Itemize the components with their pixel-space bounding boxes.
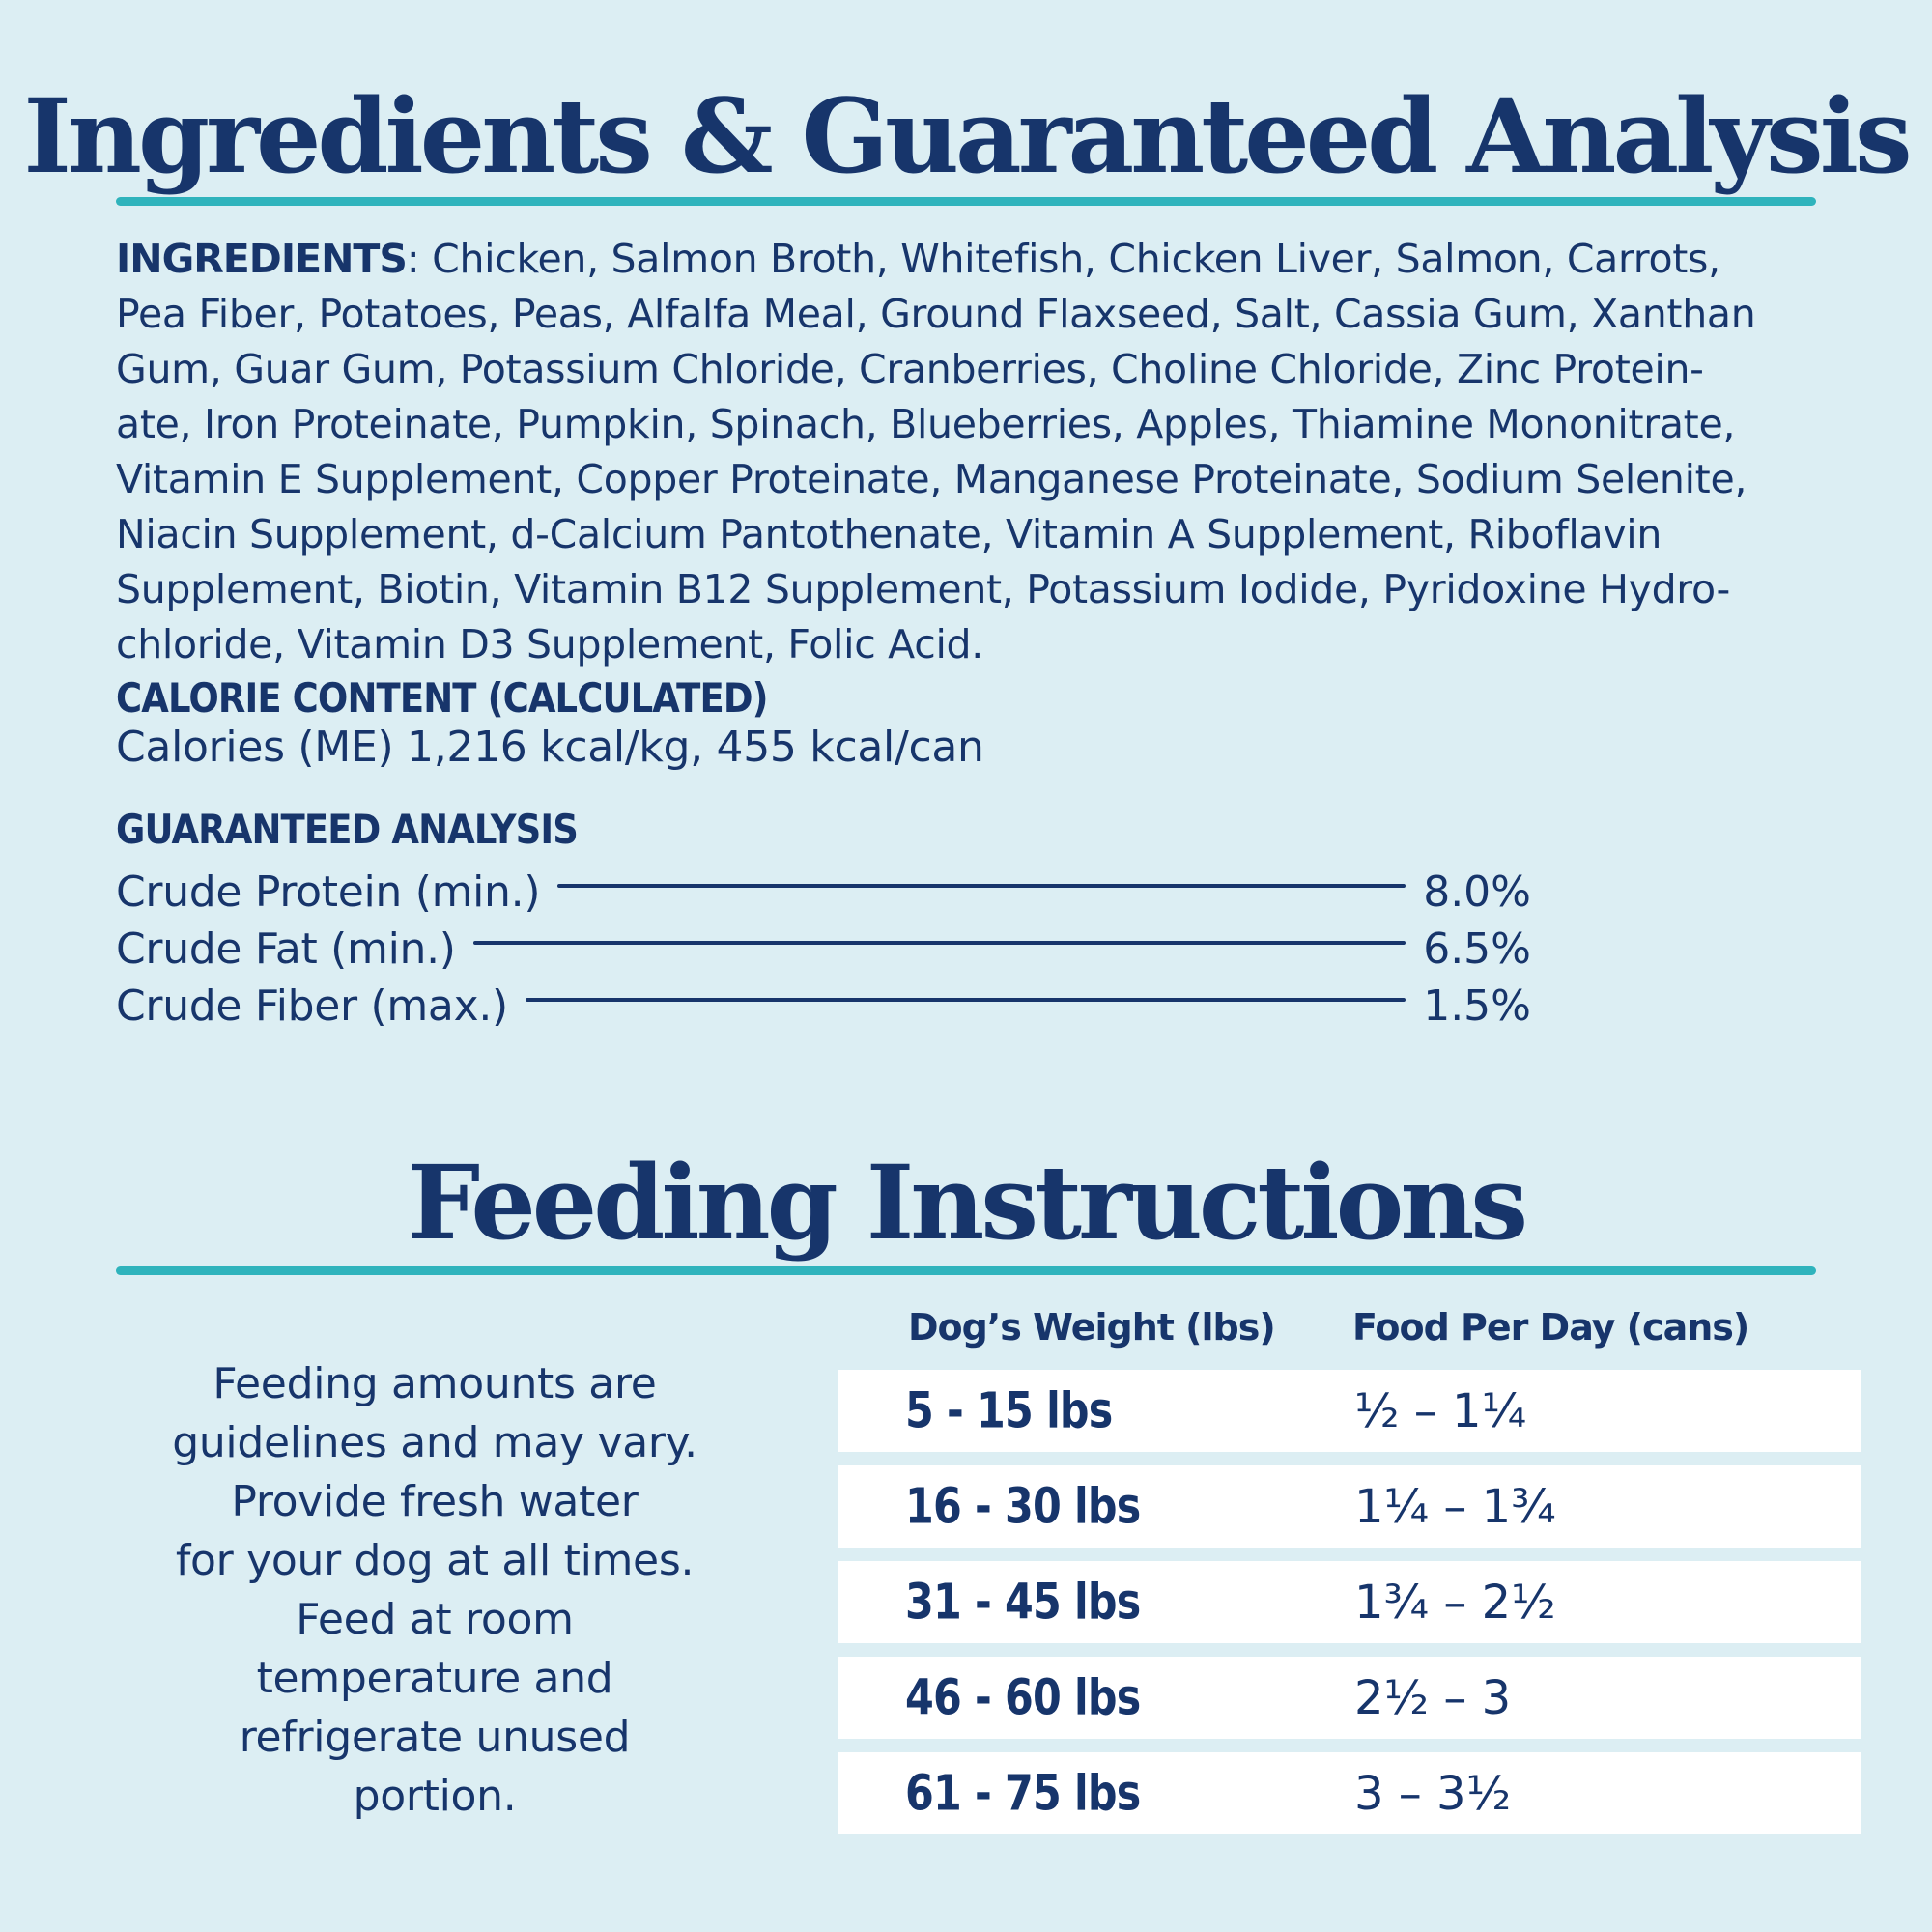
- ingredients-line: Niacin Supplement, d-Calcium Pantothenat…: [116, 511, 1662, 557]
- weight-range: 16 - 30 lbs: [905, 1478, 1141, 1535]
- ingredients-line: Gum, Guar Gum, Potassium Chloride, Cranb…: [116, 346, 1704, 392]
- column-header-food-per-day: Food Per Day (cans): [1352, 1306, 1749, 1349]
- ingredients-line: ate, Iron Proteinate, Pumpkin, Spinach, …: [116, 401, 1736, 447]
- feeding-note-line: portion.: [353, 1772, 517, 1821]
- calorie-content-heading: CALORIE CONTENT (CALCULATED): [116, 674, 857, 722]
- feeding-table-row: 16 - 30 lbs 1¼ – 1¾: [838, 1465, 1861, 1548]
- ingredients-line: Pea Fiber, Potatoes, Peas, Alfalfa Meal,…: [116, 291, 1756, 337]
- food-amount: 1¼ – 1¾: [1354, 1479, 1556, 1534]
- feeding-table-row: 46 - 60 lbs 2½ – 3: [838, 1657, 1861, 1739]
- weight-range: 61 - 75 lbs: [905, 1765, 1141, 1822]
- calorie-content-value: Calories (ME) 1,216 kcal/kg, 455 kcal/ca…: [116, 723, 984, 772]
- analysis-row: Crude Fiber (max.) 1.5%: [116, 978, 1531, 1035]
- calorie-content-heading-text: CALORIE CONTENT (CALCULATED): [116, 674, 769, 722]
- feeding-note-line: temperature and: [256, 1654, 613, 1703]
- ingredients-analysis-title: Ingredients & Guaranteed Analysis: [23, 75, 1912, 196]
- ingredients-line: Vitamin E Supplement, Copper Proteinate,…: [116, 456, 1747, 502]
- feeding-note-line: Provide fresh water: [231, 1477, 639, 1526]
- analysis-row-label: Crude Fiber (max.): [116, 981, 508, 1031]
- analysis-row-value: 6.5%: [1423, 924, 1531, 974]
- weight-range: 5 - 15 lbs: [905, 1382, 1113, 1439]
- ingredients-line: Supplement, Biotin, Vitamin B12 Suppleme…: [116, 566, 1730, 612]
- ingredients-label: INGREDIENTS: [116, 236, 408, 282]
- analysis-row-value: 1.5%: [1423, 981, 1531, 1031]
- leader-line: [557, 883, 1406, 888]
- ingredients-line-text: : Chicken, Salmon Broth, Whitefish, Chic…: [406, 236, 1720, 282]
- ingredients-line: chloride, Vitamin D3 Supplement, Folic A…: [116, 621, 983, 668]
- feeding-note-line: Feeding amounts are: [213, 1359, 657, 1408]
- guaranteed-analysis-heading-text: GUARANTEED ANALYSIS: [116, 806, 579, 853]
- food-amount: 2½ – 3: [1354, 1670, 1512, 1725]
- analysis-row-label: Crude Protein (min.): [116, 867, 541, 917]
- guaranteed-analysis-heading: GUARANTEED ANALYSIS: [116, 806, 640, 853]
- ingredients-paragraph: INGREDIENTS: Chicken, Salmon Broth, Whit…: [116, 232, 1845, 672]
- feeding-note-line: Feed at room: [296, 1595, 574, 1644]
- analysis-row-label: Crude Fat (min.): [116, 924, 456, 974]
- analysis-row: Crude Fat (min.) 6.5%: [116, 921, 1531, 978]
- feeding-table-row: 61 - 75 lbs 3 – 3½: [838, 1752, 1861, 1834]
- feeding-note-line: for your dog at all times.: [175, 1536, 695, 1585]
- feeding-table-row: 31 - 45 lbs 1¾ – 2½: [838, 1561, 1861, 1643]
- teal-divider-top: [116, 197, 1816, 206]
- guaranteed-analysis-table: Crude Protein (min.) 8.0% Crude Fat (min…: [116, 864, 1531, 1035]
- weight-range: 46 - 60 lbs: [905, 1669, 1141, 1726]
- ingredients-line: INGREDIENTS: Chicken, Salmon Broth, Whit…: [116, 232, 1845, 287]
- analysis-row: Crude Protein (min.) 8.0%: [116, 864, 1531, 921]
- feeding-instructions-title: Feeding Instructions: [407, 1142, 1528, 1263]
- food-amount: 3 – 3½: [1354, 1766, 1512, 1821]
- food-amount: ½ – 1¼: [1354, 1383, 1527, 1438]
- feeding-table-row: 5 - 15 lbs ½ – 1¼: [838, 1370, 1861, 1452]
- leader-line: [472, 940, 1406, 945]
- analysis-row-value: 8.0%: [1423, 867, 1531, 917]
- weight-range: 31 - 45 lbs: [905, 1574, 1141, 1631]
- feeding-note-line: guidelines and may vary.: [172, 1418, 697, 1467]
- column-header-dogs-weight: Dog’s Weight (lbs): [908, 1306, 1276, 1349]
- teal-divider-bottom: [116, 1266, 1816, 1275]
- food-amount: 1¾ – 2½: [1354, 1575, 1556, 1630]
- leader-line: [525, 997, 1406, 1002]
- feeding-note: Feeding amounts are guidelines and may v…: [92, 1354, 778, 1826]
- feeding-note-line: refrigerate unused: [239, 1713, 631, 1762]
